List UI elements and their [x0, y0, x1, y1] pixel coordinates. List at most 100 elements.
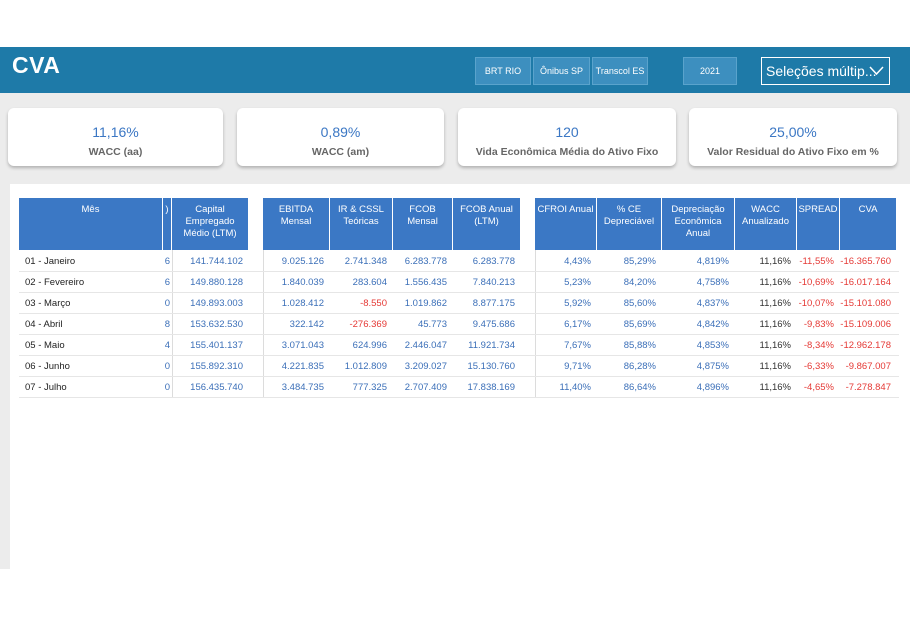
- cell-mes: 06 - Junho: [25, 361, 70, 372]
- cell-cva: -9.867.007: [845, 361, 891, 372]
- cell-capital: 149.880.128: [190, 277, 243, 288]
- filter-brt-rio-button[interactable]: BRT RIO: [475, 57, 531, 85]
- cell-spread: -11,55%: [799, 256, 834, 267]
- kpi-card-wacc-aa: 11,16% WACC (aa): [8, 108, 223, 166]
- cell-fcob-anual: 7.840.213: [472, 277, 515, 288]
- kpi-card-wacc-am: 0,89% WACC (am): [237, 108, 444, 166]
- col-header-ebitda[interactable]: EBITDA Mensal: [263, 198, 330, 250]
- dropdown-value: Seleções múltip...: [766, 63, 877, 79]
- cell-ebitda: 3.484.735: [281, 382, 324, 393]
- table-row[interactable]: 01 - Janeiro 6 141.744.102 9.025.126 2.741.3…: [19, 251, 899, 272]
- cell-ebitda: 4.221.835: [281, 361, 324, 372]
- kpi-value: 25,00%: [769, 124, 817, 140]
- cell-capital: 149.893.003: [190, 298, 243, 309]
- multi-select-dropdown[interactable]: Seleções múltip...: [761, 57, 890, 85]
- cell-cut: 0: [164, 298, 170, 309]
- top-bar: [0, 47, 910, 93]
- cell-ebitda: 1.028.412: [281, 298, 324, 309]
- cell-spread: -4,65%: [803, 382, 834, 393]
- table-row[interactable]: 04 - Abril 8 153.632.530 322.142 -276.369 45.…: [19, 314, 899, 335]
- col-header-fcob-anual[interactable]: FCOB Anual (LTM): [453, 198, 521, 250]
- cell-cva: -16.365.760: [840, 256, 891, 267]
- col-header-ce[interactable]: % CE Depreciável: [597, 198, 662, 250]
- col-header-ir-cssl[interactable]: IR & CSSL Teóricas: [330, 198, 393, 250]
- cell-dep: 4,837%: [696, 298, 729, 309]
- cell-cfroi: 11,40%: [559, 382, 591, 393]
- cell-spread: -10,07%: [798, 298, 834, 309]
- col-header-truncated[interactable]: ): [163, 198, 172, 250]
- col-header-wacc[interactable]: WACC Anualizado: [735, 198, 797, 250]
- cell-ce: 85,88%: [623, 340, 656, 351]
- kpi-label: Vida Econômica Média do Ativo Fixo: [475, 146, 659, 158]
- table-row[interactable]: 06 - Junho 0 155.892.310 4.221.835 1.012.809…: [19, 356, 899, 377]
- cell-cfroi: 9,71%: [564, 361, 591, 372]
- cell-cut: 8: [164, 319, 170, 330]
- cell-fcob-anual: 11.921.734: [468, 340, 515, 351]
- table-row[interactable]: 05 - Maio 4 155.401.137 3.071.043 624.996 2.4…: [19, 335, 899, 356]
- cell-cut: 4: [164, 340, 170, 351]
- col-header-capital[interactable]: Capital Empregado Médio (LTM): [172, 198, 249, 250]
- cell-dep: 4,758%: [696, 277, 729, 288]
- col-header-mes[interactable]: Mês: [19, 198, 163, 250]
- cell-mes: 01 - Janeiro: [25, 256, 76, 267]
- cell-fcob-anual: 15.130.760: [467, 361, 515, 372]
- col-header-cva[interactable]: CVA: [840, 198, 897, 250]
- cell-spread: -8,34%: [803, 340, 834, 351]
- cell-fcob: 45.773: [417, 319, 447, 330]
- cell-wacc: 11,16%: [759, 382, 791, 393]
- table-row[interactable]: 03 - Março 0 149.893.003 1.028.412 -8.550 1.0…: [19, 293, 899, 314]
- cell-cva: -16.017.164: [840, 277, 891, 288]
- cell-cfroi: 7,67%: [564, 340, 591, 351]
- column-divider: [263, 250, 264, 397]
- year-2021-button[interactable]: 2021: [683, 57, 737, 85]
- cell-spread: -9,83%: [803, 319, 834, 330]
- cell-cut: 6: [164, 277, 170, 288]
- cell-cfroi: 5,23%: [564, 277, 591, 288]
- cell-cut: 0: [164, 382, 170, 393]
- cell-mes: 02 - Fevereiro: [25, 277, 85, 288]
- cell-ir: 777.325: [352, 382, 387, 393]
- cell-capital: 155.401.137: [190, 340, 243, 351]
- kpi-label: WACC (aa): [88, 146, 143, 158]
- cell-ebitda: 3.071.043: [281, 340, 324, 351]
- table-row[interactable]: 02 - Fevereiro 6 149.880.128 1.840.039 283.6…: [19, 272, 899, 293]
- kpi-card-valor-residual: 25,00% Valor Residual do Ativo Fixo em %: [689, 108, 897, 166]
- kpi-value: 120: [555, 124, 579, 140]
- col-header-depreciacao[interactable]: Depreciação Econômica Anual: [662, 198, 735, 250]
- cell-mes: 07 - Julho: [25, 382, 67, 393]
- kpi-label: WACC (am): [311, 146, 370, 158]
- page-title: CVA: [12, 52, 61, 78]
- column-divider: [172, 250, 173, 397]
- cell-ir: 624.996: [352, 340, 387, 351]
- col-header-fcob[interactable]: FCOB Mensal: [393, 198, 453, 250]
- table-row[interactable]: 07 - Julho 0 156.435.740 3.484.735 777.325 2.…: [19, 377, 899, 398]
- cell-ce: 85,60%: [623, 298, 656, 309]
- cell-ebitda: 9.025.126: [281, 256, 324, 267]
- cell-fcob-anual: 8.877.175: [472, 298, 515, 309]
- cell-ce: 85,29%: [623, 256, 656, 267]
- filter-onibus-sp-button[interactable]: Ônibus SP: [533, 57, 590, 85]
- header-gap: [521, 198, 535, 250]
- column-divider: [535, 250, 536, 397]
- cell-wacc: 11,16%: [759, 277, 791, 288]
- cell-cfroi: 6,17%: [564, 319, 591, 330]
- cell-mes: 04 - Abril: [25, 319, 63, 330]
- cell-spread: -6,33%: [803, 361, 834, 372]
- cell-dep: 4,842%: [696, 319, 729, 330]
- kpi-value: 11,16%: [92, 124, 139, 140]
- cell-cfroi: 4,43%: [564, 256, 591, 267]
- col-header-cfroi[interactable]: CFROI Anual: [535, 198, 597, 250]
- cell-capital: 156.435.740: [190, 382, 243, 393]
- kpi-card-vida-economica: 120 Vida Econômica Média do Ativo Fixo: [458, 108, 676, 166]
- cell-fcob-anual: 6.283.778: [472, 256, 515, 267]
- cell-ce: 85,69%: [623, 319, 656, 330]
- filter-transcol-es-button[interactable]: Transcol ES: [592, 57, 648, 85]
- cell-cfroi: 5,92%: [564, 298, 591, 309]
- cell-ebitda: 322.142: [289, 319, 324, 330]
- cell-ir: 283.604: [352, 277, 387, 288]
- cell-fcob: 2.707.409: [404, 382, 447, 393]
- cell-ce: 86,64%: [623, 382, 656, 393]
- cell-wacc: 11,16%: [759, 298, 791, 309]
- cell-ir: 1.012.809: [344, 361, 387, 372]
- col-header-spread[interactable]: SPREAD: [797, 198, 840, 250]
